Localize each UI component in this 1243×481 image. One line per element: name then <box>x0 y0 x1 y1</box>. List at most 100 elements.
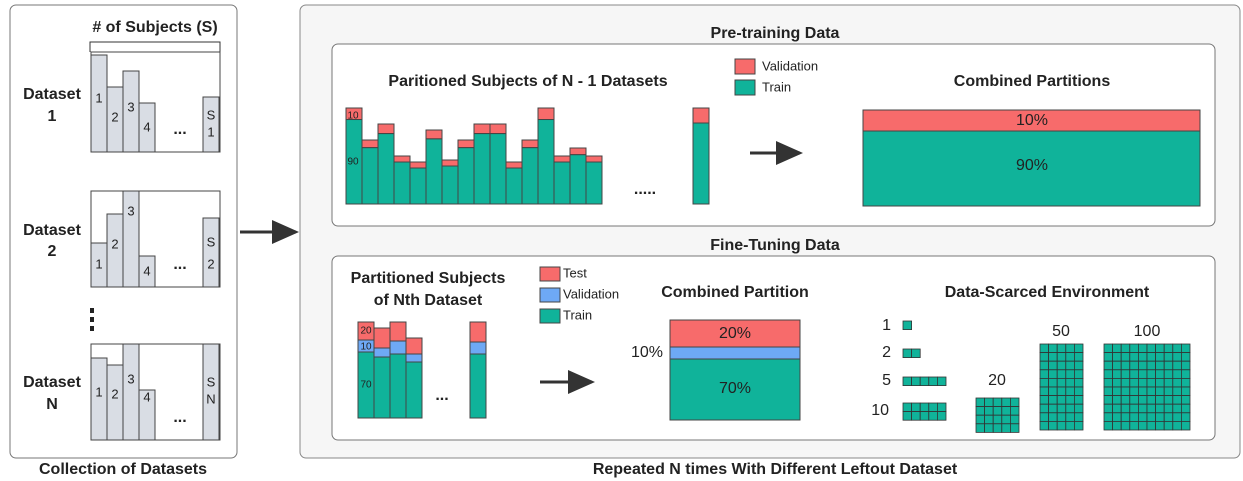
sample-cell <box>1138 352 1148 362</box>
size-label: 20 <box>988 372 1006 389</box>
sample-cell <box>1112 360 1122 371</box>
train-block <box>373 356 391 419</box>
sample-cell <box>902 348 913 359</box>
sample-cell <box>1181 386 1191 397</box>
legend-swatch <box>539 287 561 303</box>
sample-cell <box>1181 343 1191 354</box>
bar-label: 20 <box>360 326 372 337</box>
sample-cell <box>911 411 921 421</box>
sample-cell <box>1146 412 1157 422</box>
sample-cell <box>1181 360 1191 371</box>
legend-label: Test <box>563 265 587 280</box>
sample-cell <box>1129 360 1139 371</box>
validation-block <box>389 340 407 355</box>
sample-cell <box>1138 420 1148 431</box>
sample-cell <box>1103 369 1114 379</box>
sample-cell <box>1056 403 1067 414</box>
subject-bar <box>138 102 156 153</box>
sample-cell <box>1181 395 1191 405</box>
sample-cell <box>1155 403 1165 414</box>
sample-cell <box>975 397 986 408</box>
sample-cell <box>1181 352 1191 362</box>
ellipsis: ... <box>173 121 186 138</box>
sample-cell <box>1112 420 1122 431</box>
bar-label: 4 <box>143 263 150 278</box>
bar-label: 2 <box>111 109 118 124</box>
validation-partition <box>669 346 801 360</box>
sample-cell <box>1074 395 1084 405</box>
sample-cell <box>1155 420 1165 431</box>
bracket <box>89 41 221 52</box>
sample-cell <box>1138 360 1148 371</box>
sample-cell <box>1074 360 1084 371</box>
legend-swatch <box>539 266 561 282</box>
subject-bar <box>106 364 124 441</box>
sample-cell <box>1074 386 1084 397</box>
sample-cell <box>984 414 994 425</box>
sample-cell <box>1155 343 1165 354</box>
sample-cell <box>1138 412 1148 422</box>
sample-cell <box>1056 412 1067 422</box>
sample-cell <box>1163 377 1174 388</box>
sample-cell <box>1138 343 1148 354</box>
sample-cell <box>1129 369 1139 379</box>
sample-cell <box>1048 377 1058 388</box>
sample-cell <box>1155 352 1165 362</box>
sample-cell <box>1103 412 1114 422</box>
sample-cell <box>1010 406 1020 416</box>
validation-block <box>569 147 587 156</box>
sample-cell <box>1065 420 1075 431</box>
subtitle: of Nth Dataset <box>374 292 483 309</box>
validation-block <box>692 107 710 124</box>
sample-cell <box>1129 352 1139 362</box>
sample-cell <box>1112 352 1122 362</box>
sample-cell <box>1181 369 1191 379</box>
validation-block <box>457 139 475 149</box>
bar-label: 2 <box>111 386 118 401</box>
sample-cell <box>1172 377 1182 388</box>
bar-label: S <box>207 374 216 389</box>
sample-cell <box>1065 403 1075 414</box>
validation-block <box>373 347 391 358</box>
sample-cell <box>1074 420 1084 431</box>
subtitle: Paritioned Subjects of N - 1 Datasets <box>388 73 667 90</box>
sample-cell <box>1120 377 1131 388</box>
ellipsis: ... <box>173 409 186 426</box>
test-block <box>389 321 407 342</box>
sample-cell <box>1155 377 1165 388</box>
train-block <box>521 147 539 205</box>
sample-cell <box>1172 343 1182 354</box>
train-block <box>692 122 710 205</box>
sample-cell <box>1120 369 1131 379</box>
sample-cell <box>1172 352 1182 362</box>
sample-cell <box>1039 377 1050 388</box>
sample-cell <box>1048 386 1058 397</box>
sample-cell <box>1112 403 1122 414</box>
train-block <box>409 167 427 205</box>
train-partition <box>862 130 1201 207</box>
sample-cell <box>1103 395 1114 405</box>
title: Fine-Tuning Data <box>710 237 840 254</box>
sample-cell <box>1163 369 1174 379</box>
subject-bar <box>122 190 140 288</box>
legend-label: Validation <box>563 286 619 301</box>
sample-cell <box>1048 395 1058 405</box>
train-block <box>441 165 459 205</box>
validation-block <box>361 139 379 149</box>
sample-cell <box>975 406 986 416</box>
bar-label: 3 <box>127 371 134 386</box>
sample-cell <box>1001 406 1011 416</box>
sample-cell <box>1172 395 1182 405</box>
ellipsis: ... <box>173 256 186 273</box>
sample-cell <box>984 406 994 416</box>
sample-cell <box>1074 343 1084 354</box>
sample-cell <box>1065 386 1075 397</box>
sample-cell <box>1048 369 1058 379</box>
sample-cell <box>1146 386 1157 397</box>
sample-cell <box>1010 397 1020 408</box>
sample-cell <box>1146 403 1157 414</box>
bar-label: 4 <box>143 389 150 404</box>
sample-cell <box>1163 420 1174 431</box>
sample-cell <box>984 397 994 408</box>
